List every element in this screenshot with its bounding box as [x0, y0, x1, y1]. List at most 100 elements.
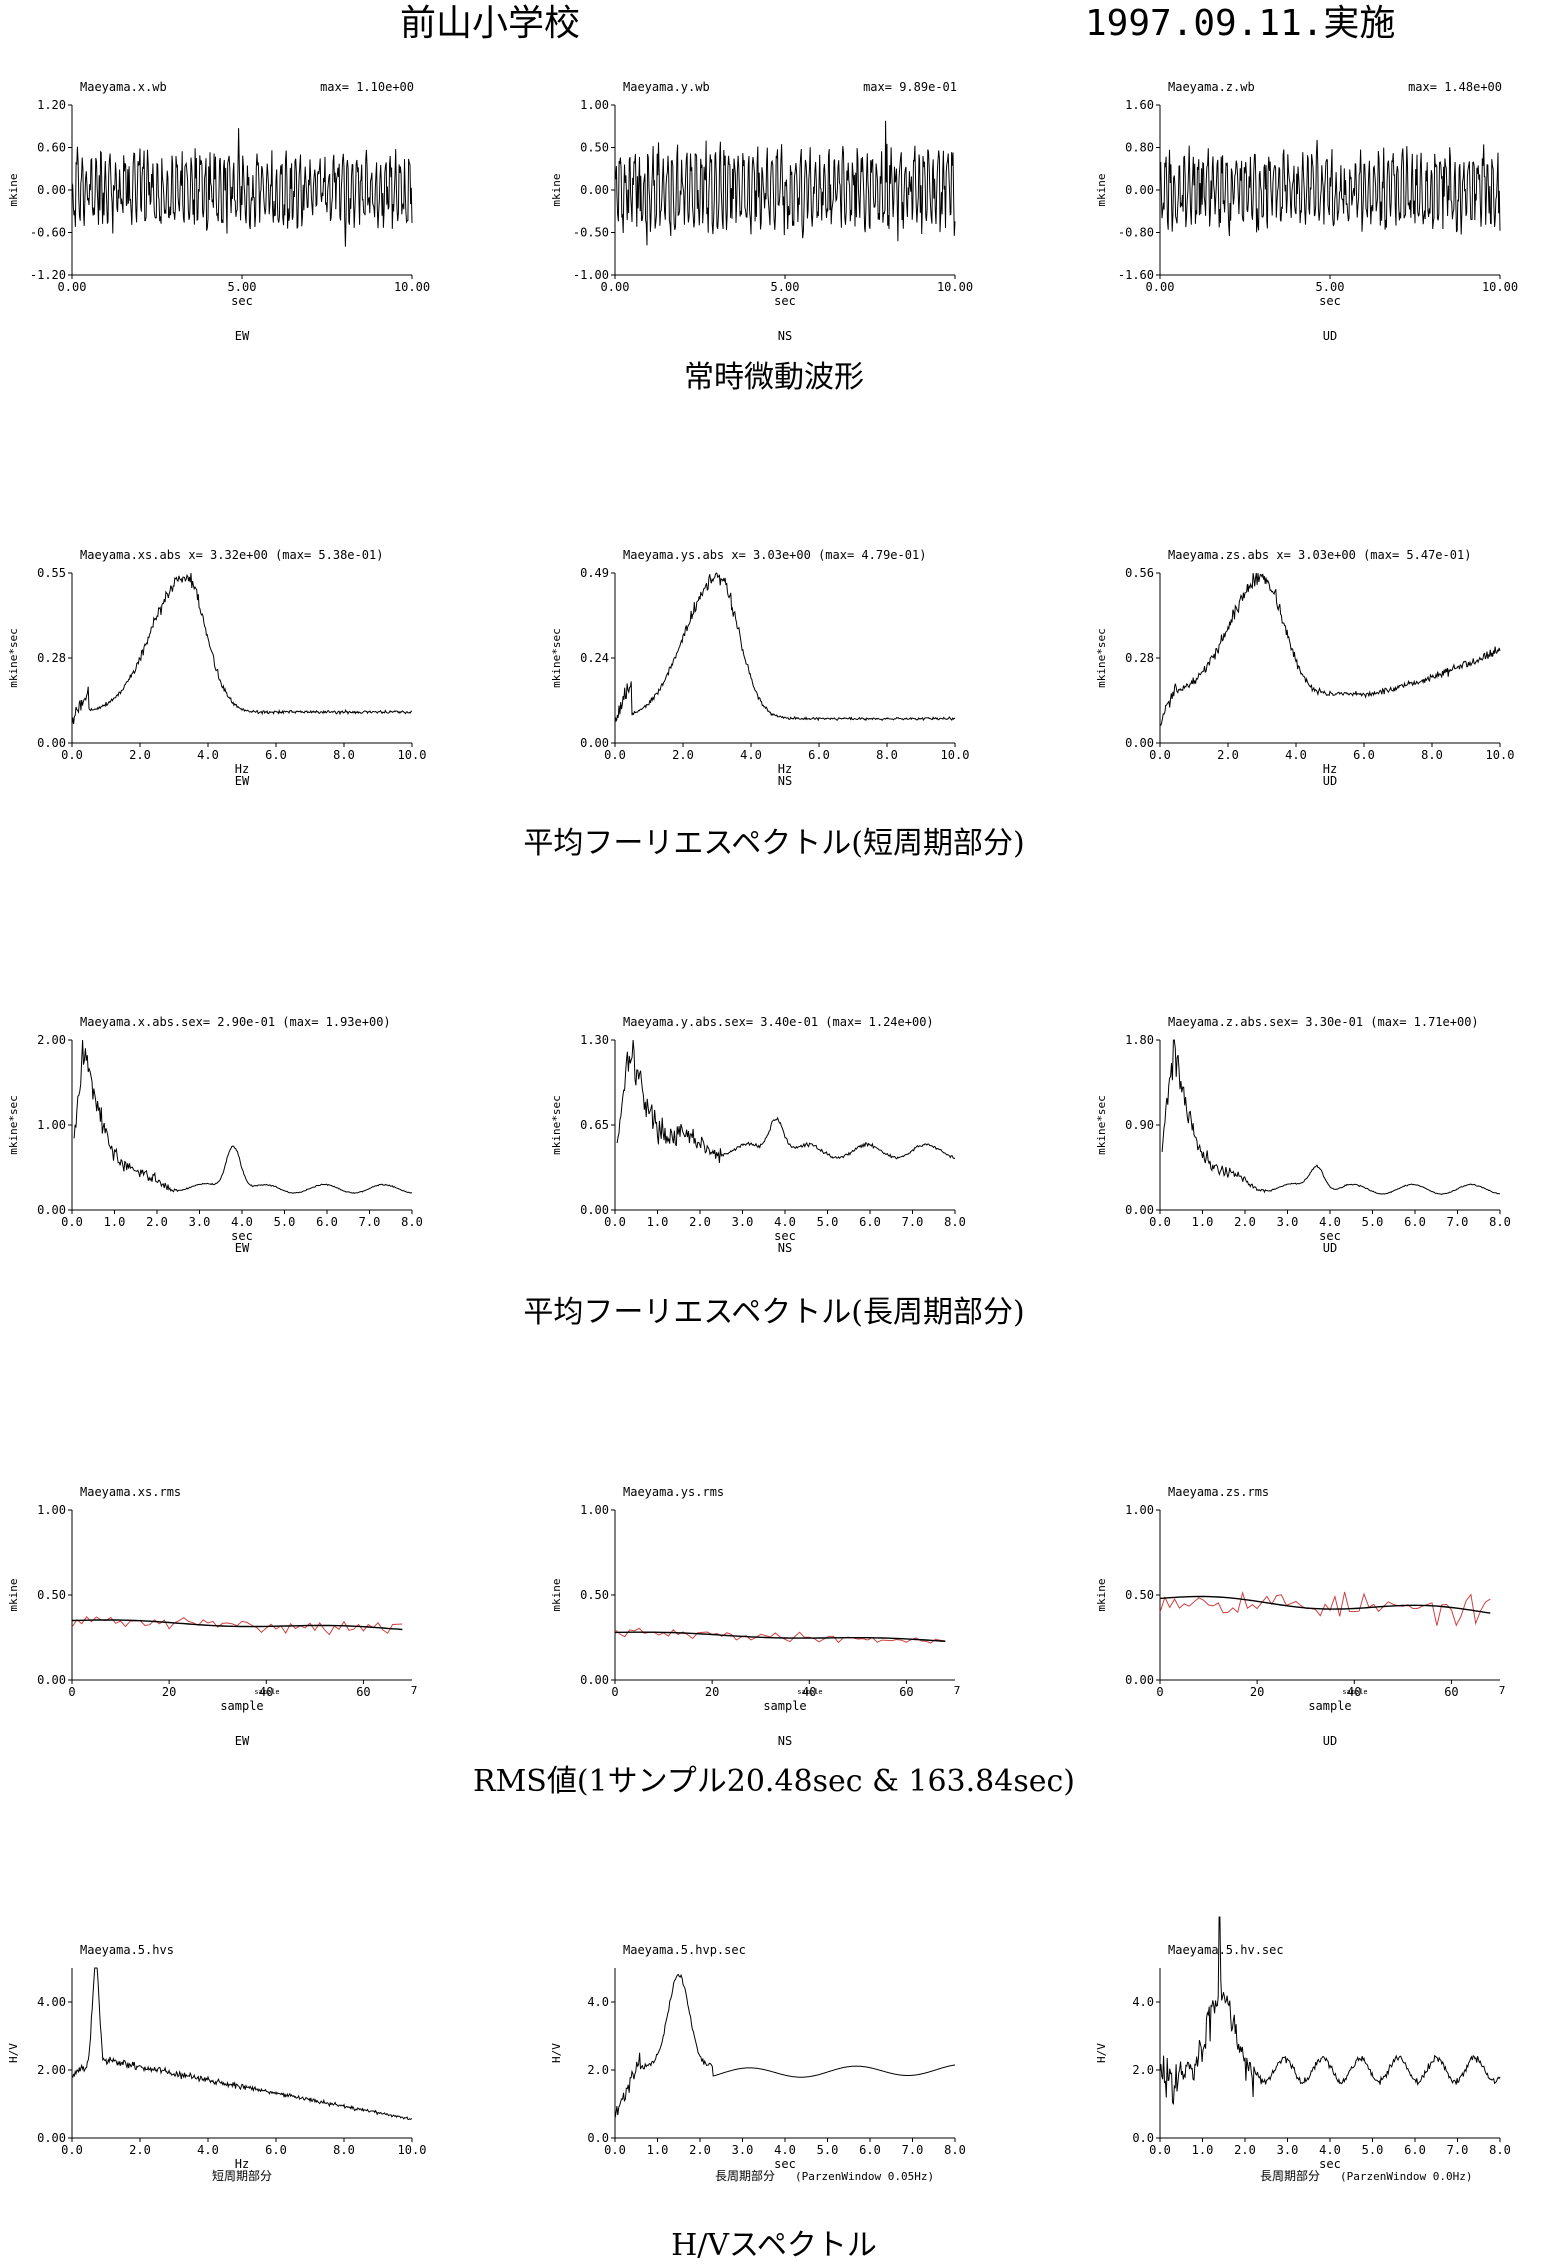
- chart-name: Maeyama.5.hv.sec: [1168, 1943, 1284, 1957]
- rms-smooth-line: [1159, 1595, 1491, 1614]
- x-axis-label: sec: [774, 1229, 796, 1243]
- x-tick-label: 8.0: [333, 2143, 355, 2157]
- y-axis-label: mkine*sec: [1095, 628, 1108, 688]
- x-tick-label: 0.0: [604, 1215, 626, 1229]
- x-tick-label: 10.0: [941, 748, 970, 762]
- y-tick-label: 0.50: [37, 1588, 66, 1602]
- component-note: (ParzenWindow 0.0Hz): [1340, 2170, 1472, 2183]
- chart-name: Maeyama.x.wb: [80, 80, 167, 94]
- component-label: UD: [1323, 1241, 1337, 1255]
- y-tick-label: 0.55: [37, 566, 66, 580]
- x-tick-label: 4.0: [740, 748, 762, 762]
- x-tick-label: 5.0: [274, 1215, 296, 1229]
- y-tick-label: 0.00: [37, 736, 66, 750]
- component-label: EW: [235, 1241, 250, 1255]
- y-tick-label: 0.00: [580, 1203, 609, 1217]
- series-line: [614, 572, 956, 723]
- x-tick-label: 8.0: [944, 1215, 966, 1229]
- x-tick-label: 6.0: [265, 2143, 287, 2157]
- x-axis-label: sec: [774, 2157, 796, 2171]
- x-axis-label: Hz: [778, 762, 792, 776]
- y-tick-label: 2.0: [587, 2063, 609, 2077]
- chart-panel-6: Maeyama.zs.abs x= 3.03e+00 (max= 5.47e-0…: [1095, 548, 1514, 788]
- x-tick-label: 6.0: [859, 2143, 881, 2157]
- y-axis-label: H/V: [550, 2043, 563, 2063]
- x-tick-label: 4.0: [231, 1215, 253, 1229]
- x-tick-label: 0.0: [61, 748, 83, 762]
- x-tick-label: 6.0: [265, 748, 287, 762]
- series-line: [614, 120, 956, 246]
- x-tick-label: 2.0: [1217, 748, 1239, 762]
- section-title-fourier-long: 平均フーリエスペクトル(長周期部分): [523, 1295, 1025, 1330]
- chart-name: Maeyama.zs.abs x= 3.03e+00 (max= 5.47e-0…: [1168, 548, 1471, 562]
- x-axis-label: sample: [220, 1699, 263, 1713]
- y-axis-label: mkine: [550, 173, 563, 206]
- x-tick-label: 8.0: [1421, 748, 1443, 762]
- x-tick-label: 5.0: [1362, 2143, 1384, 2157]
- x-tick-label: 10.0: [398, 748, 427, 762]
- x-tick-label: 2.0: [129, 2143, 151, 2157]
- y-tick-label: 0.28: [37, 651, 66, 665]
- x-tick-label: 60: [1444, 1685, 1458, 1699]
- series-line: [616, 1039, 956, 1163]
- chart-name: Maeyama.5.hvs: [80, 1943, 174, 1957]
- y-tick-label: 0.60: [37, 141, 66, 155]
- x-tick-label: 7: [411, 1684, 418, 1697]
- y-tick-label: 0.90: [1125, 1118, 1154, 1132]
- x-tick-label: 8.0: [1489, 1215, 1511, 1229]
- x-tick-label: 1.0: [647, 2143, 669, 2157]
- y-axis-label: mkine: [1095, 173, 1108, 206]
- series-line: [1161, 1039, 1501, 1195]
- x-tick-label: 4.0: [774, 1215, 796, 1229]
- chart-panel-11: Maeyama.ys.rms 0.00 0.50 1.00 0 20 40 60 7 mkine s…: [550, 1485, 960, 1748]
- x-tick-label: 20: [162, 1685, 176, 1699]
- chart-name: Maeyama.z.abs.sex= 3.30e-01 (max= 1.71e+…: [1168, 1015, 1479, 1029]
- y-tick-label: 0.28: [1125, 651, 1154, 665]
- y-axis-label: mkine*sec: [550, 628, 563, 688]
- x-axis-label: sec: [231, 1229, 253, 1243]
- x-tick-label: 10.00: [394, 280, 430, 294]
- x-tick-label: 0.00: [601, 280, 630, 294]
- chart-panel-2: Maeyama.y.wb max= 9.89e-01 -1.00 -0.50 0.00 0…: [550, 80, 973, 343]
- y-tick-label: 0.00: [37, 183, 66, 197]
- x-axis-label: sec: [1319, 294, 1341, 308]
- series-line: [1159, 139, 1501, 237]
- y-tick-label: 0.65: [580, 1118, 609, 1132]
- x-tick-label: 2.0: [129, 748, 151, 762]
- y-tick-label: 1.60: [1125, 98, 1154, 112]
- x-tick-label: 0: [1156, 1685, 1163, 1699]
- y-axis-label: mkine*sec: [7, 628, 20, 688]
- component-label: EW: [235, 329, 250, 343]
- x-axis-label: Hz: [235, 2157, 249, 2171]
- rms-smooth-line: [614, 1631, 946, 1642]
- x-tick-label: 4.0: [1319, 1215, 1341, 1229]
- x-axis-label: Hz: [235, 762, 249, 776]
- x-tick-label: 1.0: [1192, 2143, 1214, 2157]
- x-tick-label: 20: [1250, 1685, 1264, 1699]
- x-tick-label: 60: [356, 1685, 370, 1699]
- chart-name: Maeyama.y.abs.sex= 3.40e-01 (max= 1.24e+…: [623, 1015, 934, 1029]
- x-tick-label: 10.00: [937, 280, 973, 294]
- component-label: UD: [1323, 774, 1337, 788]
- series-line: [71, 128, 413, 247]
- x-tick-label: 7: [954, 1684, 961, 1697]
- x-tick-label: 3.0: [189, 1215, 211, 1229]
- x-axis-label: sec: [231, 294, 253, 308]
- chart-name: Maeyama.zs.rms: [1168, 1485, 1269, 1499]
- x-tick-label: 0.0: [604, 2143, 626, 2157]
- chart-panel-13: Maeyama.5.hvs 0.00 2.00 4.00 0.0 2.0 4.0 6.0 8.0…: [7, 1943, 426, 2183]
- x-tick-label: 0.0: [1149, 2143, 1171, 2157]
- x-tick-label: 5.00: [771, 280, 800, 294]
- x-tick-label: 6.0: [316, 1215, 338, 1229]
- x-tick-label: 40: [259, 1685, 273, 1699]
- y-tick-label: 1.00: [37, 1118, 66, 1132]
- y-tick-label: 0.56: [1125, 566, 1154, 580]
- chart-name: Maeyama.ys.abs x= 3.03e+00 (max= 4.79e-0…: [623, 548, 926, 562]
- component-label: 長周期部分: [715, 2168, 775, 2183]
- chart-panel-4: Maeyama.xs.abs x= 3.32e+00 (max= 5.38e-0…: [7, 548, 426, 788]
- chart-name: Maeyama.xs.rms: [80, 1485, 181, 1499]
- component-label: NS: [778, 1241, 792, 1255]
- x-tick-label: 7.0: [1447, 2143, 1469, 2157]
- x-tick-label: 0.0: [1149, 748, 1171, 762]
- x-tick-label: 8.0: [401, 1215, 423, 1229]
